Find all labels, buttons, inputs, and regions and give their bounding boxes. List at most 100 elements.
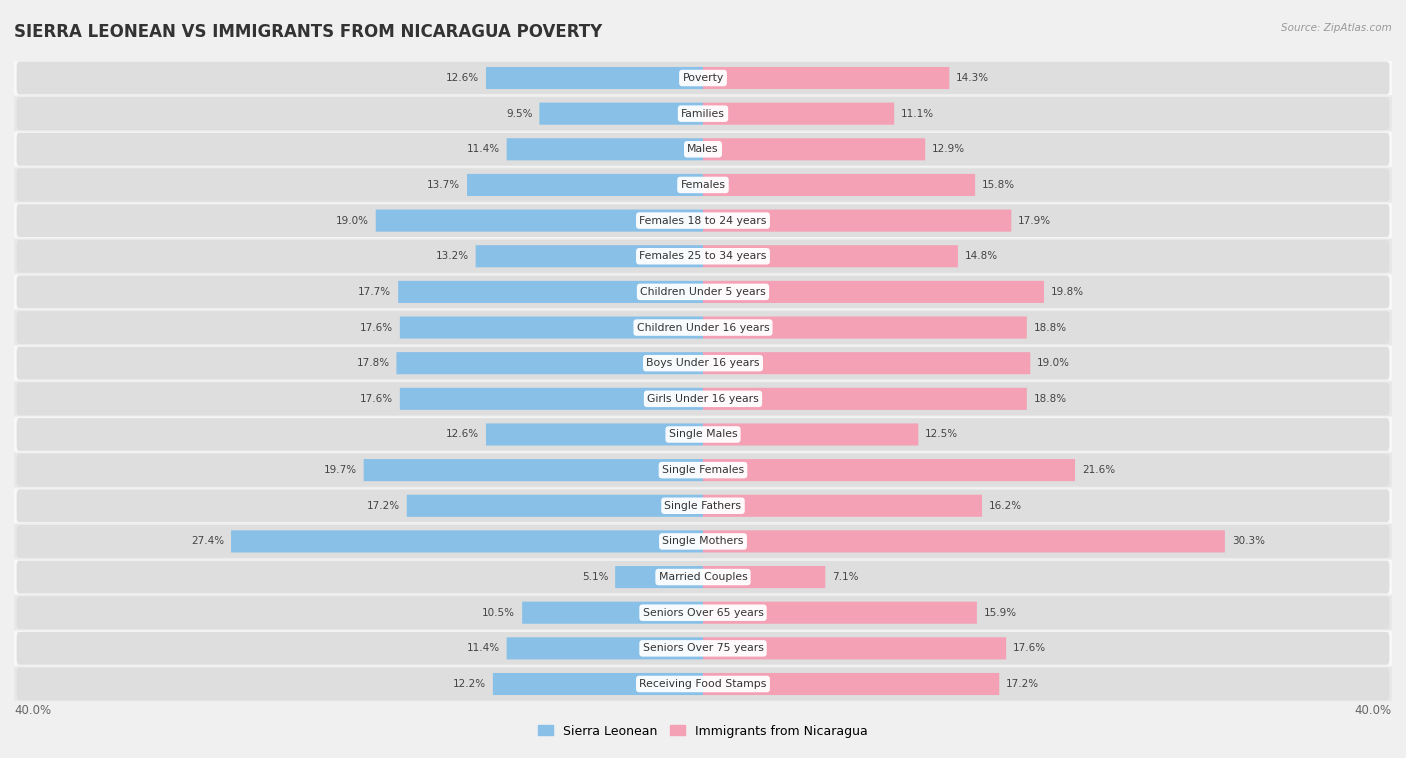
FancyBboxPatch shape	[494, 673, 703, 695]
FancyBboxPatch shape	[703, 67, 949, 89]
FancyBboxPatch shape	[14, 382, 1392, 416]
FancyBboxPatch shape	[14, 168, 1392, 202]
FancyBboxPatch shape	[17, 490, 1389, 522]
Text: Receiving Food Stamps: Receiving Food Stamps	[640, 679, 766, 689]
FancyBboxPatch shape	[486, 67, 703, 89]
Text: 40.0%: 40.0%	[14, 704, 51, 717]
Text: 30.3%: 30.3%	[1232, 537, 1265, 547]
Text: 17.6%: 17.6%	[360, 394, 392, 404]
FancyBboxPatch shape	[364, 459, 703, 481]
Text: 11.4%: 11.4%	[467, 144, 499, 155]
FancyBboxPatch shape	[703, 459, 1076, 481]
Text: 9.5%: 9.5%	[506, 108, 533, 119]
Text: 18.8%: 18.8%	[1033, 394, 1067, 404]
Text: 10.5%: 10.5%	[482, 608, 515, 618]
Text: Single Fathers: Single Fathers	[665, 501, 741, 511]
Text: 13.2%: 13.2%	[436, 251, 468, 262]
Text: Married Couples: Married Couples	[658, 572, 748, 582]
FancyBboxPatch shape	[703, 531, 1225, 553]
Text: 11.1%: 11.1%	[901, 108, 934, 119]
Text: 18.8%: 18.8%	[1033, 323, 1067, 333]
Legend: Sierra Leonean, Immigrants from Nicaragua: Sierra Leonean, Immigrants from Nicaragu…	[533, 719, 873, 743]
FancyBboxPatch shape	[703, 424, 918, 446]
FancyBboxPatch shape	[396, 352, 703, 374]
FancyBboxPatch shape	[17, 668, 1389, 700]
FancyBboxPatch shape	[703, 245, 957, 268]
Text: Source: ZipAtlas.com: Source: ZipAtlas.com	[1281, 23, 1392, 33]
FancyBboxPatch shape	[14, 525, 1392, 559]
Text: 14.3%: 14.3%	[956, 73, 990, 83]
FancyBboxPatch shape	[486, 424, 703, 446]
Text: Seniors Over 75 years: Seniors Over 75 years	[643, 644, 763, 653]
Text: 19.0%: 19.0%	[336, 215, 368, 226]
Text: 13.7%: 13.7%	[427, 180, 460, 190]
FancyBboxPatch shape	[703, 317, 1026, 339]
FancyBboxPatch shape	[540, 102, 703, 125]
Text: 5.1%: 5.1%	[582, 572, 609, 582]
Text: Poverty: Poverty	[682, 73, 724, 83]
Text: 12.6%: 12.6%	[446, 430, 479, 440]
FancyBboxPatch shape	[17, 632, 1389, 665]
FancyBboxPatch shape	[17, 204, 1389, 237]
FancyBboxPatch shape	[522, 602, 703, 624]
FancyBboxPatch shape	[17, 597, 1389, 629]
Text: Females 25 to 34 years: Females 25 to 34 years	[640, 251, 766, 262]
Text: 16.2%: 16.2%	[988, 501, 1022, 511]
Text: Single Females: Single Females	[662, 465, 744, 475]
Text: Single Males: Single Males	[669, 430, 737, 440]
Text: Children Under 5 years: Children Under 5 years	[640, 287, 766, 297]
FancyBboxPatch shape	[375, 209, 703, 232]
FancyBboxPatch shape	[703, 281, 1045, 303]
Text: Children Under 16 years: Children Under 16 years	[637, 323, 769, 333]
FancyBboxPatch shape	[14, 596, 1392, 630]
Text: 19.0%: 19.0%	[1038, 359, 1070, 368]
FancyBboxPatch shape	[399, 317, 703, 339]
FancyBboxPatch shape	[14, 239, 1392, 274]
Text: Boys Under 16 years: Boys Under 16 years	[647, 359, 759, 368]
FancyBboxPatch shape	[703, 566, 825, 588]
FancyBboxPatch shape	[703, 102, 894, 125]
Text: Single Mothers: Single Mothers	[662, 537, 744, 547]
Text: 12.2%: 12.2%	[453, 679, 486, 689]
Text: Seniors Over 65 years: Seniors Over 65 years	[643, 608, 763, 618]
FancyBboxPatch shape	[17, 454, 1389, 487]
FancyBboxPatch shape	[703, 352, 1031, 374]
FancyBboxPatch shape	[14, 667, 1392, 701]
Text: 7.1%: 7.1%	[832, 572, 859, 582]
Text: 12.6%: 12.6%	[446, 73, 479, 83]
FancyBboxPatch shape	[14, 453, 1392, 487]
FancyBboxPatch shape	[17, 418, 1389, 451]
FancyBboxPatch shape	[17, 275, 1389, 309]
Text: 17.6%: 17.6%	[360, 323, 392, 333]
Text: 12.5%: 12.5%	[925, 430, 959, 440]
FancyBboxPatch shape	[14, 489, 1392, 523]
FancyBboxPatch shape	[475, 245, 703, 268]
Text: 11.4%: 11.4%	[467, 644, 499, 653]
Text: Girls Under 16 years: Girls Under 16 years	[647, 394, 759, 404]
FancyBboxPatch shape	[17, 383, 1389, 415]
Text: 14.8%: 14.8%	[965, 251, 998, 262]
FancyBboxPatch shape	[14, 560, 1392, 594]
FancyBboxPatch shape	[17, 311, 1389, 344]
FancyBboxPatch shape	[14, 132, 1392, 167]
Text: 17.8%: 17.8%	[356, 359, 389, 368]
Text: 19.8%: 19.8%	[1050, 287, 1084, 297]
Text: Females: Females	[681, 180, 725, 190]
FancyBboxPatch shape	[17, 61, 1389, 95]
FancyBboxPatch shape	[703, 673, 1000, 695]
FancyBboxPatch shape	[17, 133, 1389, 166]
FancyBboxPatch shape	[17, 97, 1389, 130]
Text: 15.8%: 15.8%	[981, 180, 1015, 190]
FancyBboxPatch shape	[14, 631, 1392, 666]
Text: 17.7%: 17.7%	[359, 287, 391, 297]
FancyBboxPatch shape	[506, 138, 703, 161]
Text: 17.2%: 17.2%	[367, 501, 399, 511]
FancyBboxPatch shape	[399, 388, 703, 410]
FancyBboxPatch shape	[703, 138, 925, 161]
FancyBboxPatch shape	[17, 168, 1389, 202]
FancyBboxPatch shape	[14, 346, 1392, 381]
Text: SIERRA LEONEAN VS IMMIGRANTS FROM NICARAGUA POVERTY: SIERRA LEONEAN VS IMMIGRANTS FROM NICARA…	[14, 23, 602, 41]
FancyBboxPatch shape	[703, 637, 1007, 659]
FancyBboxPatch shape	[17, 240, 1389, 273]
FancyBboxPatch shape	[14, 61, 1392, 95]
